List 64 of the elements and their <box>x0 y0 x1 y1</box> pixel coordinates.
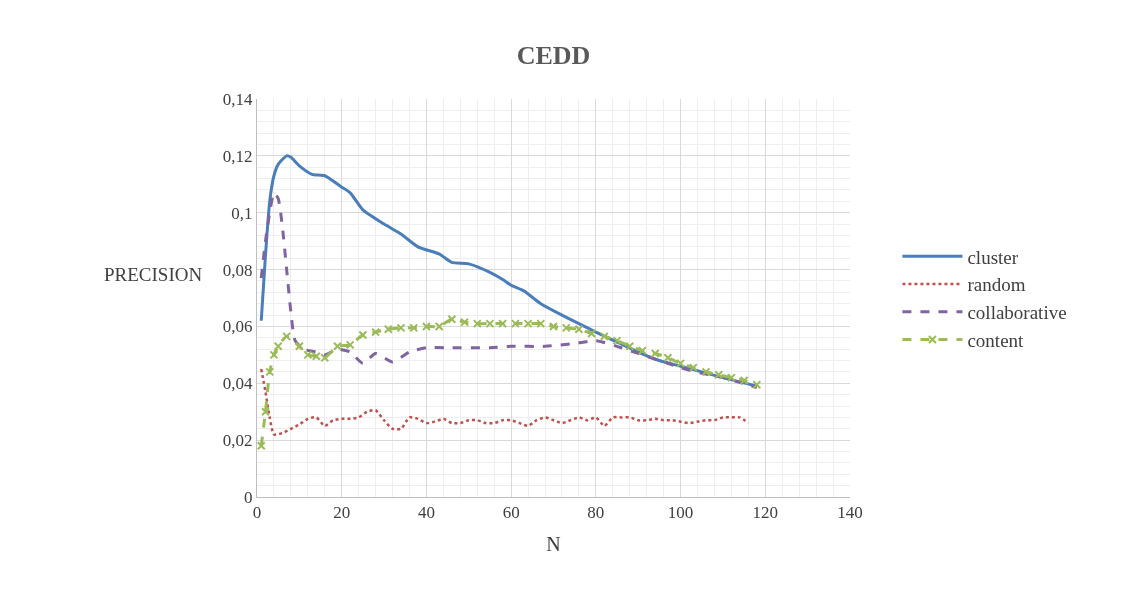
point <box>498 319 508 329</box>
point <box>421 321 431 331</box>
point <box>510 319 520 329</box>
y-tick-label: 0,02 <box>222 431 253 451</box>
point <box>434 321 444 331</box>
legend-label: random <box>967 274 1026 296</box>
y-tick-label: 0,1 <box>231 203 253 223</box>
y-tick-label: 0,14 <box>222 89 254 109</box>
x-axis-title: N <box>546 532 561 555</box>
point <box>409 323 419 333</box>
point <box>650 348 660 358</box>
point <box>294 341 304 351</box>
point <box>612 336 622 346</box>
line-series <box>259 367 750 436</box>
point <box>523 319 533 329</box>
point <box>345 340 355 350</box>
y-tick-label: 0,06 <box>222 317 253 337</box>
point <box>282 331 292 341</box>
x-tick-label: 100 <box>667 503 694 523</box>
point <box>485 319 495 329</box>
point <box>676 358 686 368</box>
point <box>752 380 762 390</box>
point <box>574 324 584 334</box>
legend-label: collaborative <box>967 302 1067 324</box>
point <box>549 321 558 331</box>
point <box>396 323 406 333</box>
point <box>460 317 470 327</box>
point <box>447 314 457 324</box>
x-tick-label: 120 <box>752 503 779 523</box>
point <box>701 367 711 377</box>
x-tick-label: 140 <box>837 503 863 523</box>
x-tick-label: 80 <box>587 503 605 523</box>
point <box>383 324 393 334</box>
x-tick-label: 60 <box>502 503 520 523</box>
point <box>472 319 482 329</box>
point <box>714 370 724 380</box>
point <box>265 367 275 377</box>
point <box>637 346 647 356</box>
y-axis-title: PRECISION <box>104 264 203 285</box>
point <box>726 373 736 383</box>
point <box>269 350 279 360</box>
chart-title: CEDD <box>516 40 591 70</box>
point <box>257 441 266 451</box>
point <box>663 353 673 363</box>
legend-label: content <box>967 329 1025 351</box>
point <box>371 327 381 337</box>
y-tick-label: 0,08 <box>222 260 253 280</box>
point <box>273 341 283 351</box>
point <box>688 363 698 373</box>
point <box>358 330 368 340</box>
legend-label: cluster <box>967 246 1019 268</box>
point <box>561 323 571 333</box>
point <box>587 329 597 339</box>
point <box>599 331 609 341</box>
point <box>260 407 270 417</box>
x-tick-label: 20 <box>333 503 351 523</box>
y-tick-label: 0 <box>244 487 253 507</box>
y-tick-label: 0,04 <box>222 374 254 394</box>
point <box>739 375 749 385</box>
y-tick-label: 0,12 <box>222 146 253 166</box>
x-tick-label: 40 <box>417 503 435 523</box>
point <box>332 341 342 351</box>
point <box>536 319 546 329</box>
point <box>625 341 635 351</box>
